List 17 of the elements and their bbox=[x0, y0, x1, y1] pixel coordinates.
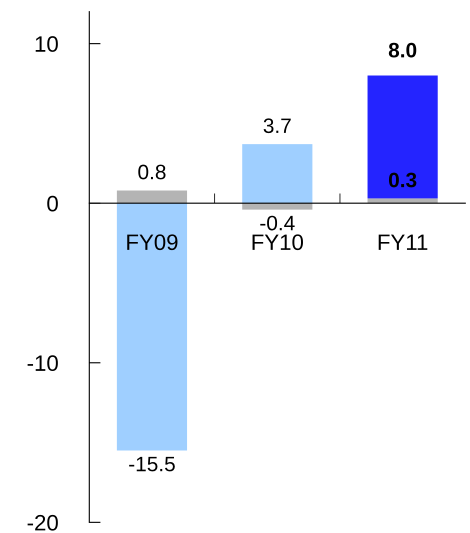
x-tick-label: FY11 bbox=[378, 234, 428, 250]
data-label: -0.4 bbox=[260, 216, 295, 230]
x-tick-label: FY09 bbox=[127, 234, 178, 250]
y-tick-label: 10 bbox=[36, 36, 58, 52]
data-label: 0.3 bbox=[388, 172, 416, 188]
data-label: 3.7 bbox=[264, 118, 291, 134]
y-tick-label: -20 bbox=[28, 514, 58, 531]
bar bbox=[368, 76, 438, 198]
bar bbox=[116, 203, 188, 451]
total-label: 8.0 bbox=[388, 42, 416, 58]
x-tick-label: FY10 bbox=[252, 234, 303, 250]
bar bbox=[242, 144, 312, 204]
data-label: -15.5 bbox=[129, 456, 175, 472]
y-tick-label: -10 bbox=[28, 355, 58, 372]
y-tick-label: 0 bbox=[47, 196, 58, 212]
bar bbox=[116, 190, 188, 204]
data-label: 0.8 bbox=[138, 164, 166, 180]
